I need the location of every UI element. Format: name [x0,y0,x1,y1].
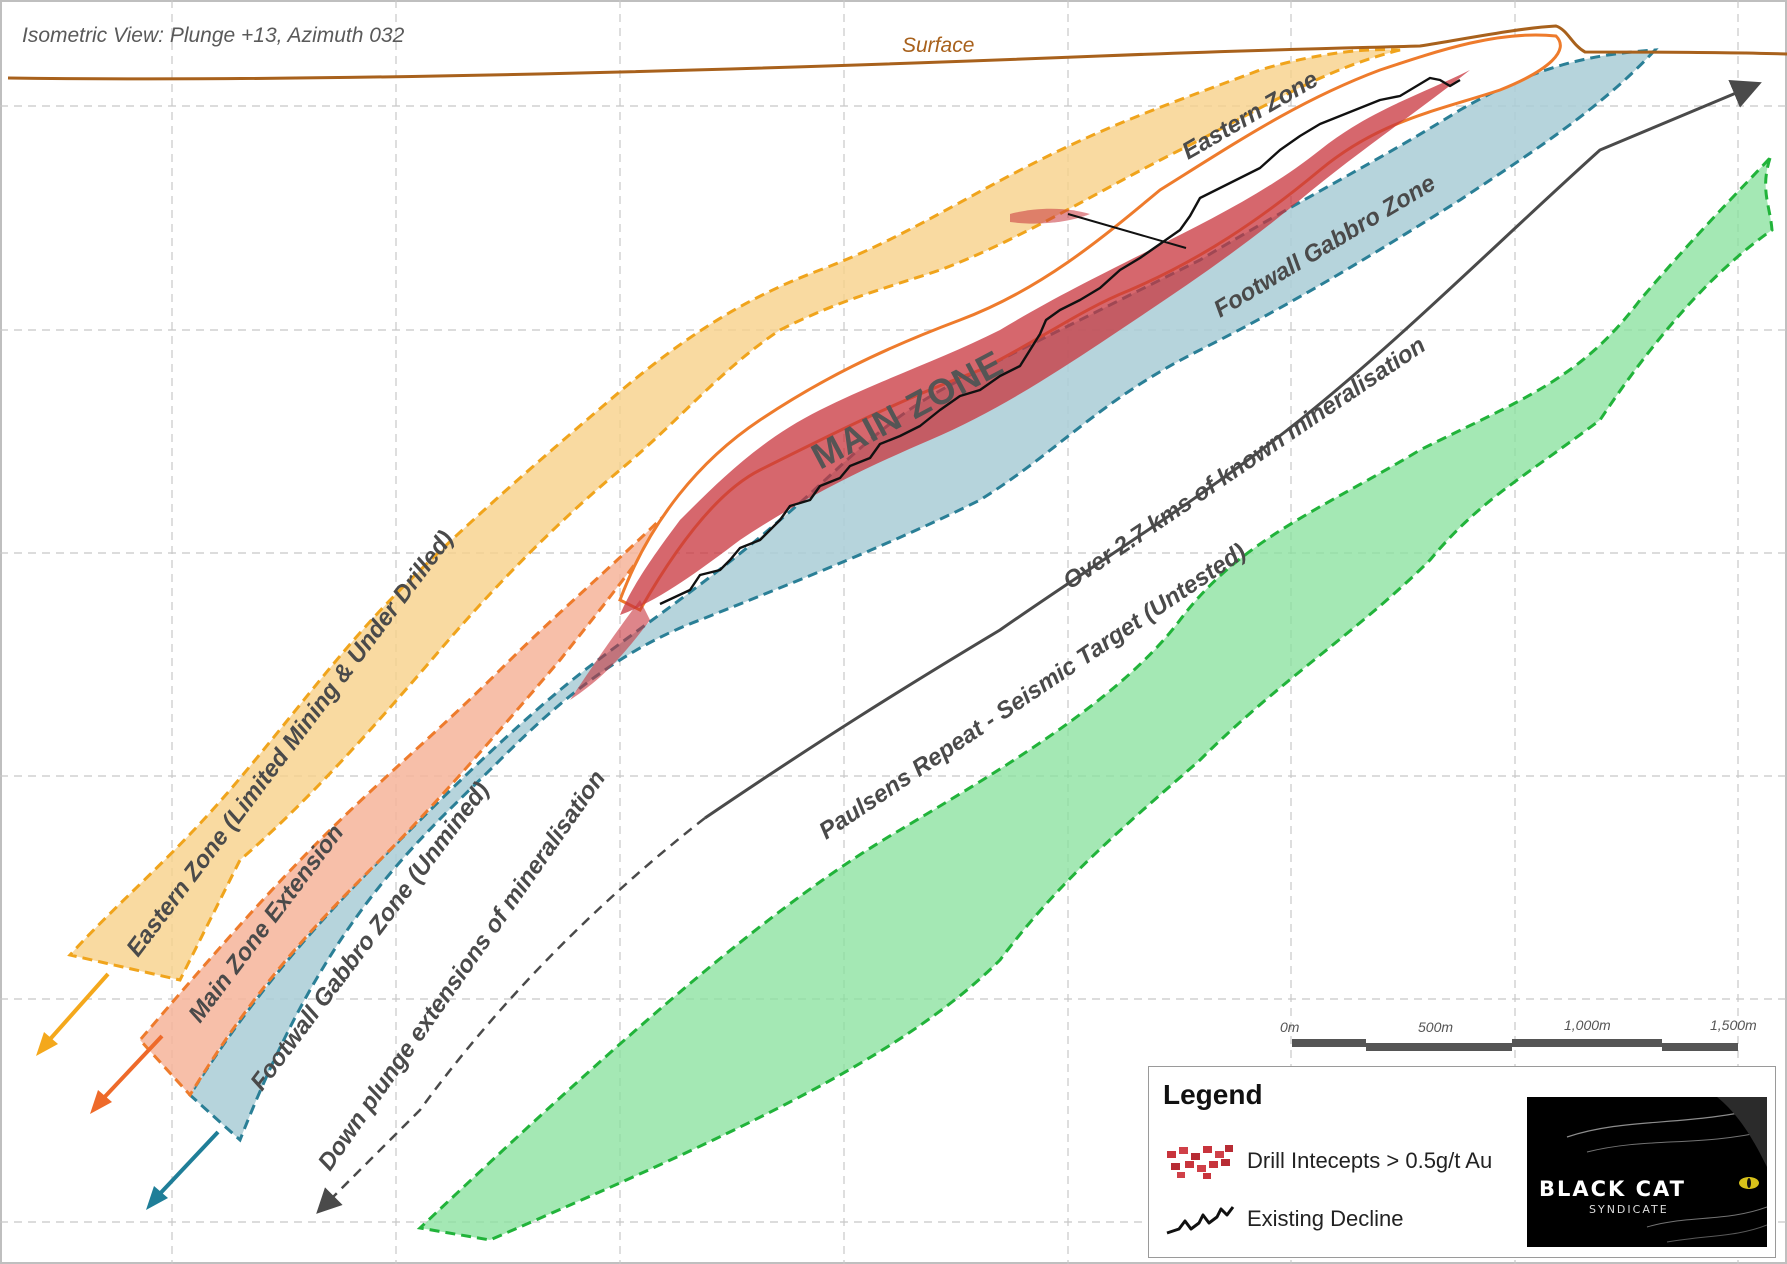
surface-label: Surface [902,34,974,57]
scale-label-1000: 1,000m [1564,1017,1611,1033]
scale-bar-segment [1292,1039,1366,1047]
drill-intercepts-eastern-lens [1010,208,1090,224]
main-zone-arrowhead [90,1090,112,1114]
paulsens-repeat-zone [416,156,1774,1242]
main-zone-extension [137,498,682,1098]
legend-box: Legend Drill Intecepts > 0.5g/t Au [1148,1066,1776,1258]
drill-intercepts-cloud [620,70,1470,615]
scale-label-0: 0m [1280,1019,1300,1035]
footwall-zone-arrow [152,1130,220,1202]
eastern-zone [67,48,1401,982]
scale-bar-segment [1512,1039,1662,1047]
scale-bar-segment [1366,1043,1512,1051]
view-title: Isometric View: Plunge +13, Azimuth 032 [22,24,405,47]
down-plunge-arrow [316,817,706,1214]
decline-portal-line [1067,213,1187,249]
eastern-zone-arrowhead [36,1032,58,1056]
legend-item-drill-intercepts: Drill Intecepts > 0.5g/t Au [1163,1141,1492,1181]
drill-intercepts-lower-tail [570,600,650,700]
scale-bar: 0m 500m 1,000m 1,500m [1280,1017,1757,1051]
eastern-zone-arrow [42,972,110,1048]
existing-decline [659,76,1461,606]
known-mineralisation-arrow [704,79,1762,820]
decline-zigzag-icon [1166,1206,1235,1235]
scale-label-500: 500m [1418,1019,1453,1035]
cat-whisker-graphic [1566,1097,1767,1243]
legend-existing-decline-label: Existing Decline [1247,1206,1404,1231]
scale-label-1500: 1,500m [1710,1017,1757,1033]
legend-drill-intercepts-label: Drill Intecepts > 0.5g/t Au [1247,1148,1493,1173]
black-cat-syndicate-logo: BLACK CAT SYNDICATE [1527,1097,1767,1247]
drill-intercepts [570,70,1470,700]
logo-wordmark: BLACK CAT [1539,1177,1686,1201]
scale-bar-segment [1662,1043,1738,1051]
legend-title: Legend [1163,1079,1263,1110]
drill-intercepts-swatch [1167,1145,1233,1179]
logo-subtitle: SYNDICATE [1589,1203,1669,1216]
main-zone-arrow [96,1034,164,1106]
footwall-zone-arrowhead [146,1186,168,1210]
surface-line [7,24,1787,81]
legend-item-existing-decline: Existing Decline [1163,1199,1404,1239]
